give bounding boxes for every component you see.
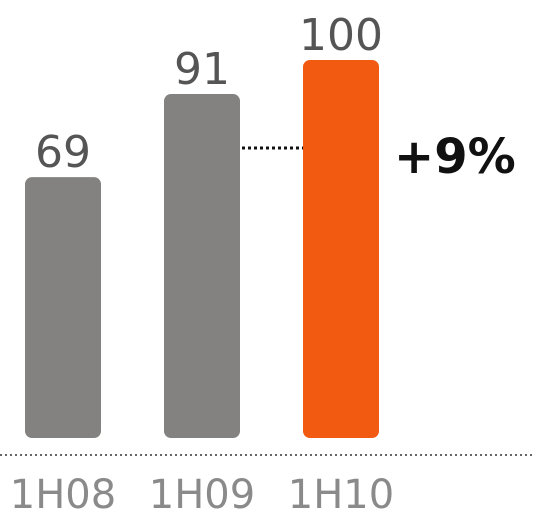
x-tick-label: 1H10 <box>288 472 394 515</box>
bar <box>25 177 101 438</box>
bar <box>164 94 240 439</box>
bar <box>303 60 379 438</box>
x-tick-label: 1H09 <box>149 472 255 515</box>
value-label: 69 <box>35 127 91 178</box>
value-label: 91 <box>174 44 230 95</box>
annotation: +9% <box>394 129 516 185</box>
x-tick-label: 1H08 <box>10 472 116 515</box>
value-label: 100 <box>299 10 383 61</box>
